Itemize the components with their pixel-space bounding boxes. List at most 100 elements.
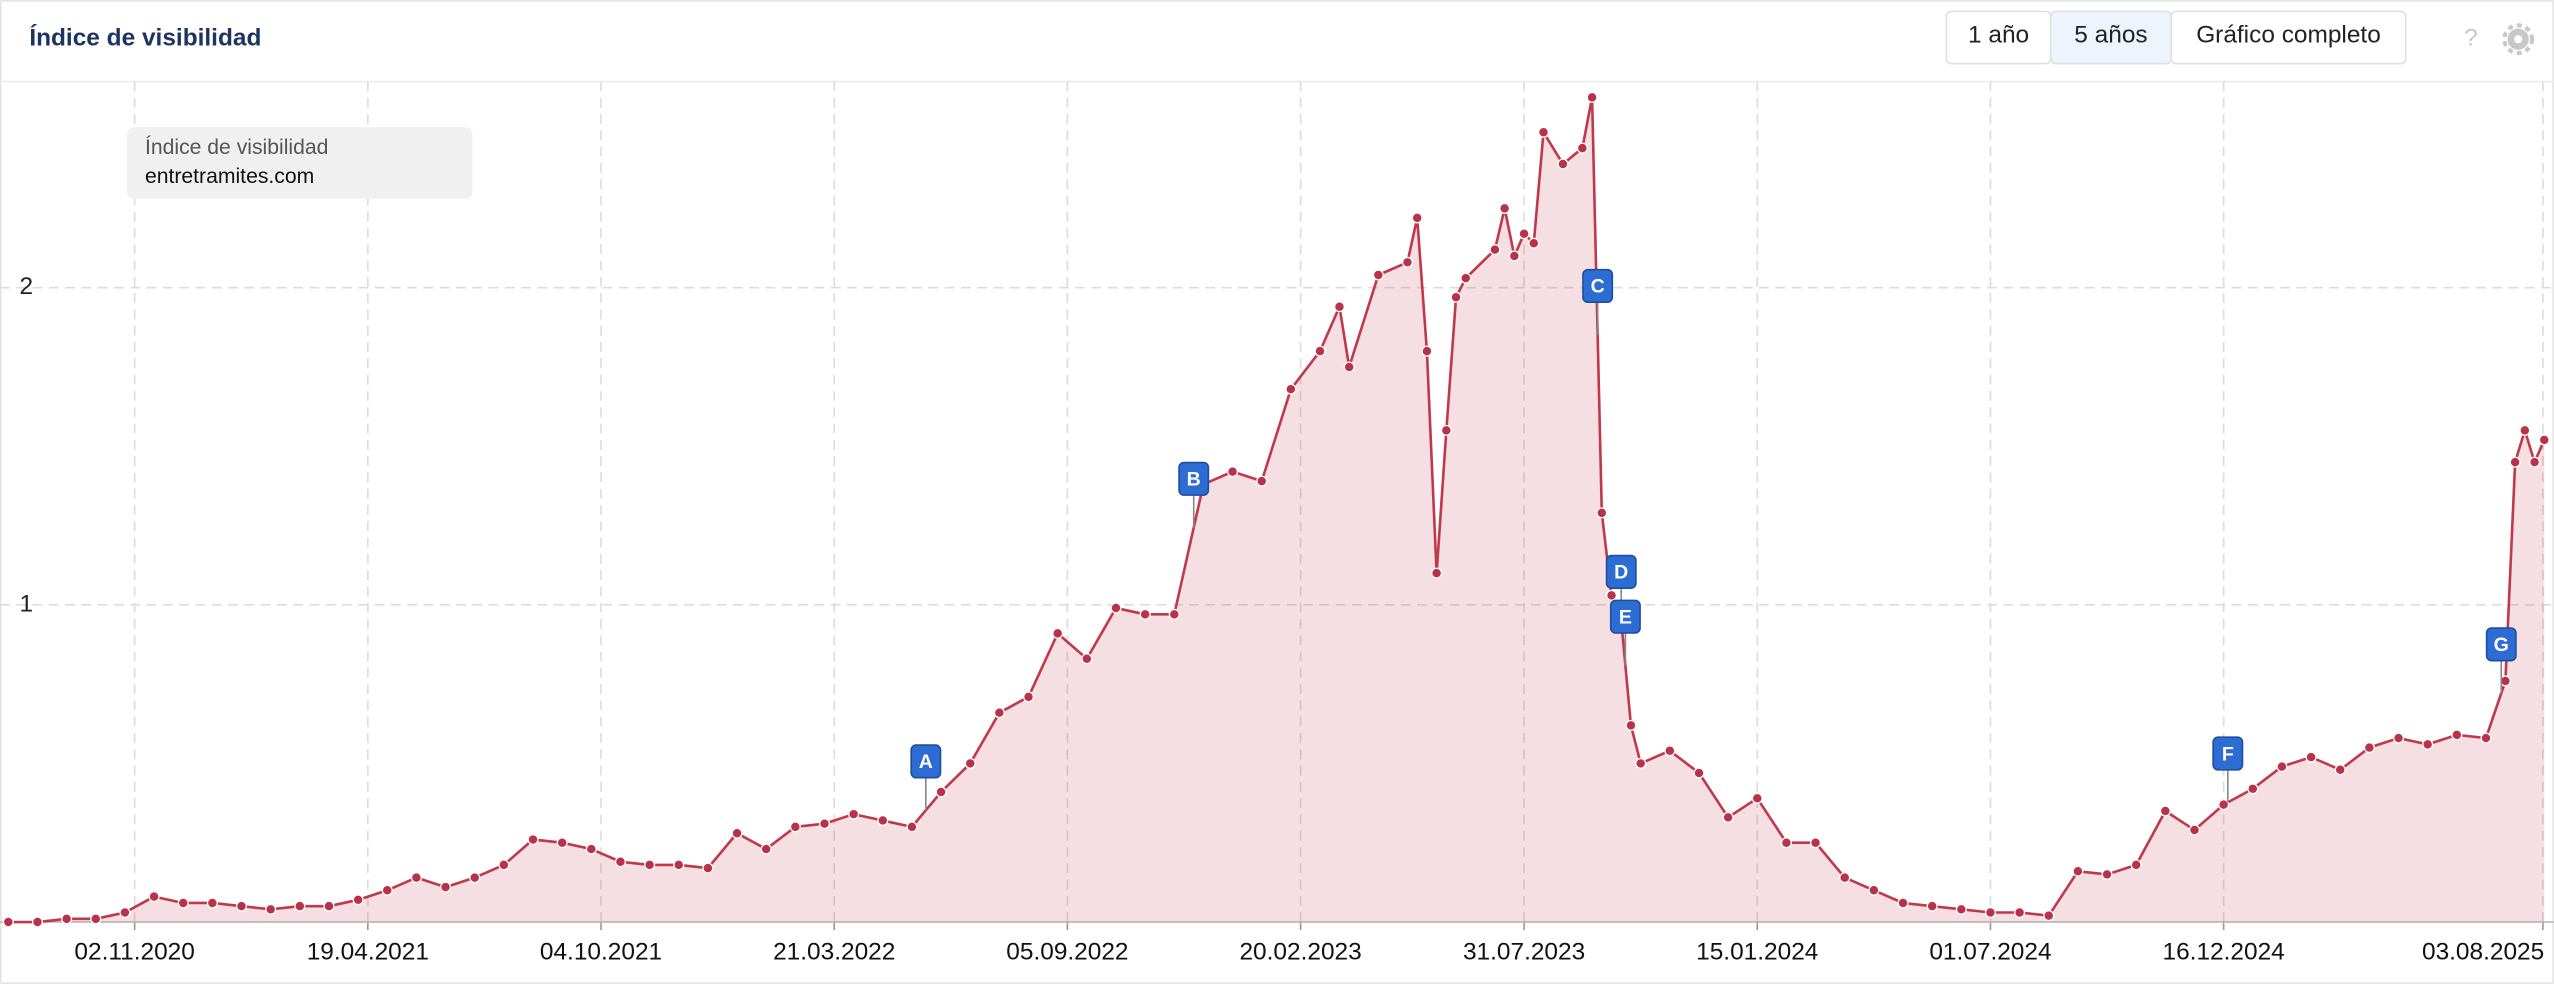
settings-icon[interactable]: [2502, 23, 2535, 56]
x-tick-label: 15.01.2024: [1696, 938, 1818, 965]
annotation-label[interactable]: C: [1591, 276, 1605, 298]
data-point: [1499, 202, 1511, 214]
data-point: [1605, 589, 1618, 601]
data-point: [2451, 729, 2463, 741]
data-point: [440, 881, 452, 893]
annotation-marker[interactable]: [2485, 627, 2517, 662]
area: [8, 97, 2545, 923]
data-point: [1450, 291, 1462, 303]
data-point: [1372, 269, 1384, 281]
data-point: [1081, 653, 1093, 665]
x-tick-label: 03.08.2025: [2422, 938, 2544, 965]
data-point: [877, 814, 889, 827]
data-point: [731, 827, 743, 839]
data-point: [2276, 761, 2288, 773]
data-point: [1052, 627, 1064, 639]
data-point: [2072, 865, 2084, 877]
data-point: [148, 891, 160, 903]
annotation-label[interactable]: D: [1614, 562, 1628, 584]
data-point: [1431, 567, 1443, 579]
data-point: [2422, 738, 2434, 750]
data-point: [1955, 903, 1967, 915]
data-point: [1926, 900, 1938, 912]
data-point: [1576, 142, 1588, 154]
range-button-label[interactable]: Gráfico completo: [2196, 21, 2381, 48]
data-point: [90, 913, 102, 925]
data-point: [2188, 824, 2201, 836]
data-point: [31, 916, 44, 928]
data-point: [2218, 799, 2230, 811]
data-point: [1110, 602, 1122, 614]
data-point: [644, 859, 656, 871]
annotation-label[interactable]: G: [2494, 634, 2509, 656]
x-tick-label: 19.04.2021: [307, 938, 429, 965]
data-point: [1780, 837, 1792, 849]
data-point: [2334, 764, 2346, 776]
gear-hole: [2514, 35, 2523, 44]
data-point: [1139, 608, 1151, 620]
data-point: [2480, 732, 2492, 744]
range-button-label[interactable]: 5 años: [2074, 21, 2147, 48]
plot: 1 2 02.11.2020 19.04.2021 04.10.2021 21.03.20…: [0, 81, 2554, 965]
legend-entry: entretramites.com: [145, 165, 314, 188]
annotation-marker[interactable]: [1178, 461, 1210, 496]
data-point: [1460, 272, 1472, 284]
annotation-label[interactable]: E: [1619, 606, 1632, 628]
data-point: [2130, 859, 2142, 871]
data-point: [1537, 126, 1550, 138]
annotation-marker[interactable]: [1609, 599, 1641, 634]
data-point: [1810, 837, 1822, 849]
data-point: [1635, 757, 1647, 769]
data-point: [323, 900, 335, 912]
data-point: [760, 843, 772, 855]
y-tick-label: 2: [20, 273, 34, 300]
data-point: [177, 897, 189, 909]
data-point: [527, 834, 539, 846]
data-point: [1285, 383, 1297, 395]
data-point: [469, 872, 481, 884]
x-tick-label: 31.07.2023: [1463, 938, 1585, 965]
annotation-marker[interactable]: [1582, 268, 1614, 304]
data-point: [410, 872, 422, 884]
help-icon[interactable]: ?: [2464, 25, 2478, 52]
data-point: [2247, 783, 2259, 795]
data-point: [1343, 361, 1355, 373]
legend-title: Índice de visibilidad: [145, 134, 328, 159]
range-button-label[interactable]: 1 año: [1968, 21, 2029, 48]
data-point: [1256, 475, 1268, 487]
data-point: [1557, 158, 1569, 170]
data-point: [1839, 872, 1851, 884]
annotation-label[interactable]: F: [2222, 743, 2234, 765]
x-tick-label: 05.09.2022: [1006, 938, 1128, 965]
data-point: [1314, 345, 1326, 357]
range-button[interactable]: [2170, 10, 2407, 65]
x-tick-label: 02.11.2020: [74, 938, 194, 965]
data-point: [1508, 250, 1520, 262]
data-point: [2363, 742, 2375, 754]
annotation-label[interactable]: A: [919, 751, 933, 773]
data-point: [294, 900, 306, 912]
data-point: [1693, 767, 1705, 779]
data-point: [993, 707, 1005, 719]
x-tick-label: 16.12.2024: [2163, 938, 2285, 965]
x-tick-label: 21.03.2022: [773, 938, 895, 965]
data-point: [2101, 868, 2113, 880]
data-point: [2159, 805, 2171, 817]
annotation-label[interactable]: B: [1187, 469, 1201, 491]
data-point: [1227, 466, 1239, 478]
x-tick-label: 04.10.2021: [540, 938, 662, 965]
data-point: [2538, 434, 2550, 446]
data-point: [352, 894, 364, 906]
data-point: [848, 808, 860, 820]
data-point: [381, 884, 393, 896]
annotation-marker[interactable]: [910, 744, 942, 779]
annotation-marker[interactable]: [2212, 736, 2244, 771]
data-point: [935, 786, 947, 798]
annotation-marker[interactable]: [1605, 554, 1637, 589]
data-point: [1984, 906, 1996, 919]
range-buttons: 1 año 5 años Gráfico completo: [1945, 10, 2407, 65]
data-point: [498, 859, 510, 871]
data-point: [556, 837, 568, 849]
data-point: [906, 821, 918, 833]
data-point: [2529, 456, 2541, 468]
